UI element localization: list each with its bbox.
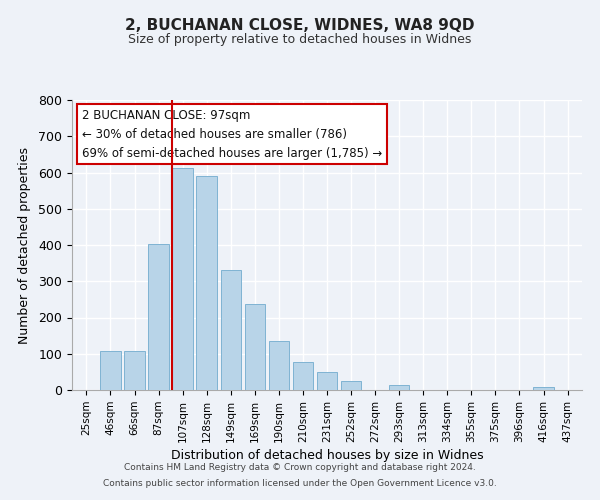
Bar (148, 244, 169, 390)
Bar (293, 362, 313, 390)
Text: Contains public sector information licensed under the Open Government Licence v3: Contains public sector information licen… (103, 478, 497, 488)
Bar (317, 372, 337, 390)
X-axis label: Distribution of detached houses by size in Widnes: Distribution of detached houses by size … (170, 449, 484, 462)
Bar (196, 176, 217, 390)
Bar (341, 380, 361, 390)
Text: Contains HM Land Registry data © Crown copyright and database right 2024.: Contains HM Land Registry data © Crown c… (124, 464, 476, 472)
Bar (245, 304, 265, 390)
Bar (389, 384, 409, 390)
Text: 2, BUCHANAN CLOSE, WIDNES, WA8 9QD: 2, BUCHANAN CLOSE, WIDNES, WA8 9QD (125, 18, 475, 32)
Bar (172, 168, 193, 390)
Bar (124, 351, 145, 390)
Text: Size of property relative to detached houses in Widnes: Size of property relative to detached ho… (128, 32, 472, 46)
Text: 2 BUCHANAN CLOSE: 97sqm
← 30% of detached houses are smaller (786)
69% of semi-d: 2 BUCHANAN CLOSE: 97sqm ← 30% of detache… (82, 108, 382, 160)
Y-axis label: Number of detached properties: Number of detached properties (19, 146, 31, 344)
Bar (533, 387, 554, 390)
Bar (100, 351, 121, 390)
Bar (269, 341, 289, 390)
Bar (221, 270, 241, 390)
